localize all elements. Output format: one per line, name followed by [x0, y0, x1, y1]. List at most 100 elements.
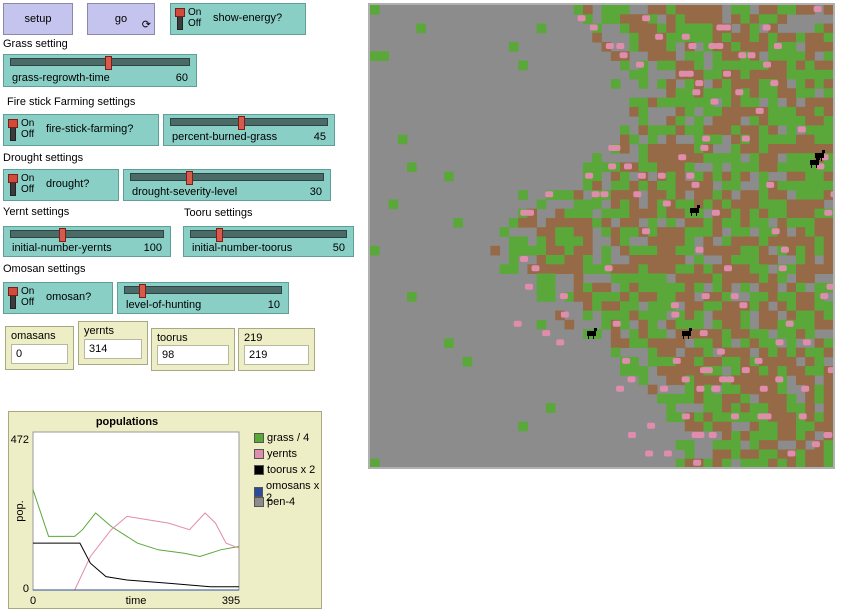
dirt-patch: [694, 347, 704, 358]
grass-patch: [805, 180, 815, 191]
dirt-patch: [740, 264, 751, 274]
dirt-patch: [768, 440, 778, 450]
grass-patch: [768, 97, 778, 108]
dirt-patch: [740, 171, 751, 182]
switch-on-label: On: [21, 118, 35, 129]
grass-patch: [721, 412, 732, 423]
yernt-agent: [778, 265, 787, 272]
grass-patch: [712, 366, 723, 376]
x-tick-label: 0: [30, 595, 36, 607]
grass-patch: [592, 264, 602, 274]
grass-patch: [545, 292, 556, 302]
slider-thumb[interactable]: [58, 228, 66, 242]
tooru-agent: [810, 157, 820, 168]
dirt-patch: [823, 23, 834, 34]
omosan-switch[interactable]: On Off omosan?: [3, 282, 113, 314]
grass-patch: [518, 236, 528, 247]
grass-patch: [712, 412, 723, 423]
monitor-omasans: omasans 0: [5, 326, 74, 370]
dirt-patch: [805, 79, 815, 89]
dirt-patch: [805, 97, 815, 108]
yernt-agent: [559, 293, 568, 300]
dirt-patch: [712, 329, 723, 339]
grass-patch: [758, 14, 769, 24]
grass-patch: [814, 134, 825, 145]
dirt-patch: [731, 301, 741, 311]
dirt-patch: [536, 264, 547, 274]
dirt-patch: [712, 32, 723, 43]
grass-patch: [805, 153, 815, 163]
drought-severity-level-slider[interactable]: drought-severity-level 30: [123, 169, 331, 201]
dirt-patch: [805, 264, 815, 274]
world-view[interactable]: [368, 3, 839, 469]
dirt-patch: [564, 319, 575, 330]
initial-number-toorus-slider[interactable]: initial-number-toorus 50: [183, 226, 354, 257]
slider-thumb[interactable]: [186, 171, 194, 185]
dirt-patch: [620, 292, 630, 302]
yernt-agent: [826, 283, 835, 290]
dirt-patch: [675, 162, 686, 173]
dirt-patch: [712, 458, 723, 469]
slider-value: 60: [175, 72, 188, 84]
yernt-agent: [619, 52, 628, 59]
grass-patch: [703, 301, 714, 311]
grass-patch: [684, 245, 695, 256]
dirt-patch: [758, 162, 769, 173]
dirt-patch: [647, 292, 658, 302]
grass-regrowth-time-slider[interactable]: grass-regrowth-time 60: [3, 54, 197, 87]
grass-patch: [564, 227, 575, 237]
yernt-agent: [722, 24, 731, 31]
dirt-patch: [657, 162, 667, 173]
yernt-agent: [766, 181, 775, 188]
grass-patch: [666, 171, 676, 182]
dirt-patch: [712, 356, 723, 367]
slider-thumb[interactable]: [139, 284, 147, 298]
dirt-patch: [823, 384, 834, 395]
slider-thumb[interactable]: [105, 56, 113, 70]
grass-patch: [777, 458, 788, 469]
grass-patch: [768, 431, 778, 441]
grass-patch: [592, 218, 602, 228]
dirt-patch: [555, 208, 565, 219]
drought-switch[interactable]: On Off drought?: [3, 169, 119, 201]
dirt-patch: [740, 375, 751, 386]
dirt-patch: [814, 421, 825, 432]
dirt-patch: [638, 42, 649, 52]
setup-button[interactable]: setup: [3, 3, 73, 35]
grass-patch: [823, 51, 834, 61]
level-of-hunting-slider[interactable]: level-of-hunting 10: [117, 282, 289, 314]
go-button[interactable]: go ⟳: [87, 3, 155, 35]
yernt-agent: [645, 450, 654, 457]
grass-patch: [638, 245, 649, 256]
slider-thumb[interactable]: [215, 228, 223, 242]
grass-patch: [684, 440, 695, 450]
switch-off-label: Off: [188, 18, 202, 29]
dirt-patch: [777, 449, 788, 460]
dirt-patch: [657, 42, 667, 52]
grass-patch: [629, 292, 639, 302]
world-canvas[interactable]: [370, 5, 839, 469]
grass-patch: [573, 208, 584, 219]
grass-patch: [749, 431, 760, 441]
initial-number-yernts-slider[interactable]: initial-number-yernts 100: [3, 226, 171, 257]
slider-name: initial-number-toorus: [192, 242, 293, 254]
dirt-patch: [647, 199, 658, 210]
show-energy-switch[interactable]: On Off show-energy?: [170, 3, 306, 35]
yernt-agent: [824, 209, 833, 216]
grass-patch: [694, 51, 704, 61]
grass-patch: [694, 310, 704, 321]
legend-label: omosans x 2: [266, 480, 320, 504]
dirt-patch: [666, 375, 676, 386]
grass-patch: [740, 319, 751, 330]
slider-thumb[interactable]: [237, 116, 245, 130]
monitor-value: 219: [244, 345, 309, 365]
grass-patch: [814, 236, 825, 247]
percent-burned-grass-slider[interactable]: percent-burned-grass 45: [163, 114, 335, 146]
fire-stick-farming-switch[interactable]: On Off fire-stick-farming?: [3, 114, 159, 146]
dirt-patch: [786, 208, 797, 219]
yernt-agent: [660, 385, 668, 392]
yernt-agent: [520, 256, 529, 262]
grass-patch: [712, 190, 723, 200]
grass-patch: [657, 273, 667, 284]
grass-patch: [758, 218, 769, 228]
